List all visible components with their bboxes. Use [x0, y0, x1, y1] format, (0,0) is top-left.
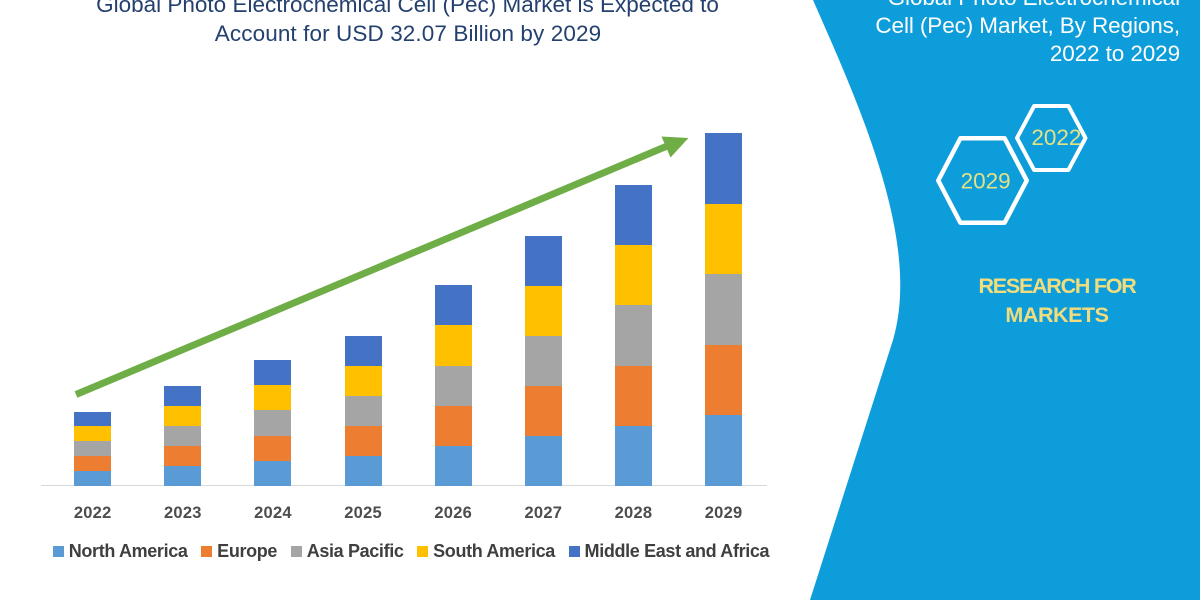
svg-text:2022: 2022	[1031, 125, 1081, 150]
svg-text:2029: 2029	[961, 169, 1011, 194]
